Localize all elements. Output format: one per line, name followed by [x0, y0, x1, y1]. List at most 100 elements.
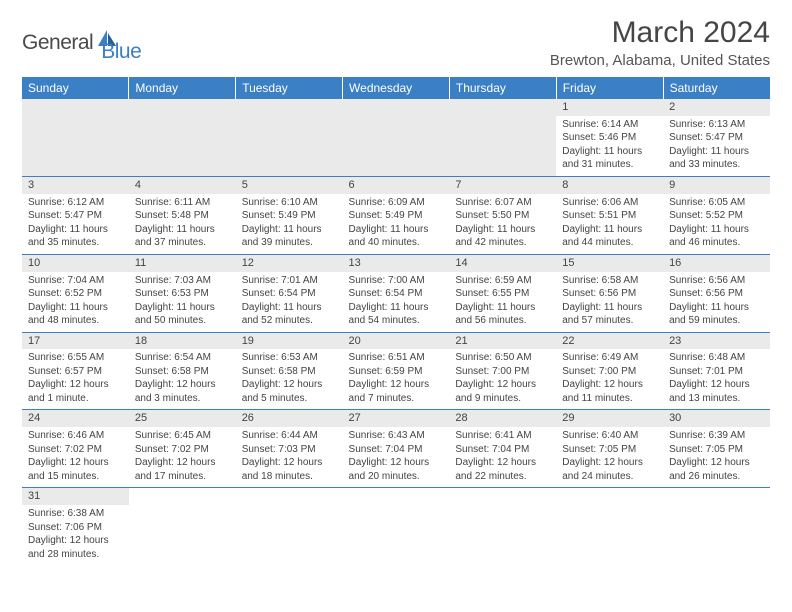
day-header: Wednesday	[343, 77, 450, 99]
sunset-text: Sunset: 6:54 PM	[242, 287, 337, 301]
calendar-day-cell: 26Sunrise: 6:44 AMSunset: 7:03 PMDayligh…	[236, 410, 343, 488]
daylight-text-1: Daylight: 12 hours	[562, 456, 657, 470]
sunrise-text: Sunrise: 6:39 AM	[669, 429, 764, 443]
calendar-day-cell	[343, 488, 450, 565]
day-details: Sunrise: 6:39 AMSunset: 7:05 PMDaylight:…	[663, 427, 770, 487]
daylight-text-1: Daylight: 12 hours	[28, 378, 123, 392]
day-details: Sunrise: 6:12 AMSunset: 5:47 PMDaylight:…	[22, 194, 129, 254]
day-number: 29	[556, 410, 663, 427]
month-title: March 2024	[550, 16, 770, 50]
sunset-text: Sunset: 5:46 PM	[562, 131, 657, 145]
daylight-text-1: Daylight: 11 hours	[669, 301, 764, 315]
day-number: 1	[556, 99, 663, 116]
daylight-text-1: Daylight: 11 hours	[349, 301, 444, 315]
daylight-text-1: Daylight: 12 hours	[349, 456, 444, 470]
calendar-day-cell: 7Sunrise: 6:07 AMSunset: 5:50 PMDaylight…	[449, 176, 556, 254]
sunrise-text: Sunrise: 6:54 AM	[135, 351, 230, 365]
day-number: 16	[663, 255, 770, 272]
day-number: 8	[556, 177, 663, 194]
daylight-text-1: Daylight: 11 hours	[135, 223, 230, 237]
daylight-text-1: Daylight: 12 hours	[135, 456, 230, 470]
day-number: 13	[343, 255, 450, 272]
day-number: 9	[663, 177, 770, 194]
daylight-text-1: Daylight: 12 hours	[135, 378, 230, 392]
sunrise-text: Sunrise: 6:05 AM	[669, 196, 764, 210]
sunset-text: Sunset: 5:50 PM	[455, 209, 550, 223]
sunrise-text: Sunrise: 7:03 AM	[135, 274, 230, 288]
day-number: 21	[449, 333, 556, 350]
sunrise-text: Sunrise: 6:13 AM	[669, 118, 764, 132]
day-number: 17	[22, 333, 129, 350]
sunrise-text: Sunrise: 7:04 AM	[28, 274, 123, 288]
sunset-text: Sunset: 7:03 PM	[242, 443, 337, 457]
day-number: 11	[129, 255, 236, 272]
sunset-text: Sunset: 6:52 PM	[28, 287, 123, 301]
day-details: Sunrise: 6:41 AMSunset: 7:04 PMDaylight:…	[449, 427, 556, 487]
daylight-text-2: and 9 minutes.	[455, 392, 550, 406]
sunset-text: Sunset: 5:51 PM	[562, 209, 657, 223]
calendar-day-cell: 18Sunrise: 6:54 AMSunset: 6:58 PMDayligh…	[129, 332, 236, 410]
day-details: Sunrise: 6:11 AMSunset: 5:48 PMDaylight:…	[129, 194, 236, 254]
daylight-text-1: Daylight: 11 hours	[562, 145, 657, 159]
daylight-text-1: Daylight: 12 hours	[242, 378, 337, 392]
day-number: 26	[236, 410, 343, 427]
calendar-day-cell: 16Sunrise: 6:56 AMSunset: 6:56 PMDayligh…	[663, 254, 770, 332]
daylight-text-1: Daylight: 11 hours	[135, 301, 230, 315]
calendar-day-cell: 11Sunrise: 7:03 AMSunset: 6:53 PMDayligh…	[129, 254, 236, 332]
day-header: Saturday	[663, 77, 770, 99]
day-number: 10	[22, 255, 129, 272]
day-details: Sunrise: 6:14 AMSunset: 5:46 PMDaylight:…	[556, 116, 663, 176]
day-number: 14	[449, 255, 556, 272]
daylight-text-2: and 15 minutes.	[28, 470, 123, 484]
daylight-text-1: Daylight: 11 hours	[562, 223, 657, 237]
daylight-text-1: Daylight: 12 hours	[349, 378, 444, 392]
day-details: Sunrise: 7:01 AMSunset: 6:54 PMDaylight:…	[236, 272, 343, 332]
calendar-day-cell: 6Sunrise: 6:09 AMSunset: 5:49 PMDaylight…	[343, 176, 450, 254]
day-number: 18	[129, 333, 236, 350]
calendar-day-cell	[129, 99, 236, 176]
daylight-text-1: Daylight: 11 hours	[669, 223, 764, 237]
calendar-week-row: 1Sunrise: 6:14 AMSunset: 5:46 PMDaylight…	[22, 99, 770, 176]
calendar-week-row: 17Sunrise: 6:55 AMSunset: 6:57 PMDayligh…	[22, 332, 770, 410]
sunrise-text: Sunrise: 6:40 AM	[562, 429, 657, 443]
day-number: 2	[663, 99, 770, 116]
calendar-day-cell	[343, 99, 450, 176]
daylight-text-2: and 50 minutes.	[135, 314, 230, 328]
calendar-day-cell: 10 Sunrise: 7:04 AMSunset: 6:52 PMDayligh…	[22, 254, 129, 332]
day-details: Sunrise: 6:40 AMSunset: 7:05 PMDaylight:…	[556, 427, 663, 487]
day-number: 30	[663, 410, 770, 427]
location-label: Brewton, Alabama, United States	[550, 52, 770, 69]
calendar-day-cell	[236, 99, 343, 176]
calendar-day-cell: 25Sunrise: 6:45 AMSunset: 7:02 PMDayligh…	[129, 410, 236, 488]
title-block: March 2024 Brewton, Alabama, United Stat…	[550, 16, 770, 69]
logo-text-blue: Blue	[101, 40, 141, 64]
daylight-text-2: and 17 minutes.	[135, 470, 230, 484]
calendar-day-cell	[129, 488, 236, 565]
sunset-text: Sunset: 6:58 PM	[242, 365, 337, 379]
day-details: Sunrise: 6:45 AMSunset: 7:02 PMDaylight:…	[129, 427, 236, 487]
daylight-text-1: Daylight: 11 hours	[28, 301, 123, 315]
sunset-text: Sunset: 6:53 PM	[135, 287, 230, 301]
sunrise-text: Sunrise: 6:07 AM	[455, 196, 550, 210]
sunset-text: Sunset: 7:02 PM	[135, 443, 230, 457]
daylight-text-2: and 28 minutes.	[28, 548, 123, 562]
daylight-text-2: and 26 minutes.	[669, 470, 764, 484]
sunset-text: Sunset: 7:06 PM	[28, 521, 123, 535]
sunrise-text: Sunrise: 6:44 AM	[242, 429, 337, 443]
sunset-text: Sunset: 5:48 PM	[135, 209, 230, 223]
daylight-text-2: and 37 minutes.	[135, 236, 230, 250]
calendar-day-cell: 28Sunrise: 6:41 AMSunset: 7:04 PMDayligh…	[449, 410, 556, 488]
daylight-text-2: and 18 minutes.	[242, 470, 337, 484]
calendar-day-cell: 23Sunrise: 6:48 AMSunset: 7:01 PMDayligh…	[663, 332, 770, 410]
day-number: 12	[236, 255, 343, 272]
sunset-text: Sunset: 5:52 PM	[669, 209, 764, 223]
day-details: Sunrise: 7:03 AMSunset: 6:53 PMDaylight:…	[129, 272, 236, 332]
daylight-text-2: and 5 minutes.	[242, 392, 337, 406]
sunrise-text: Sunrise: 6:11 AM	[135, 196, 230, 210]
day-details: Sunrise: 6:46 AMSunset: 7:02 PMDaylight:…	[22, 427, 129, 487]
calendar-day-cell: 20Sunrise: 6:51 AMSunset: 6:59 PMDayligh…	[343, 332, 450, 410]
daylight-text-1: Daylight: 12 hours	[28, 456, 123, 470]
day-details: Sunrise: 6:50 AMSunset: 7:00 PMDaylight:…	[449, 349, 556, 409]
daylight-text-1: Daylight: 11 hours	[242, 301, 337, 315]
sunset-text: Sunset: 6:59 PM	[349, 365, 444, 379]
